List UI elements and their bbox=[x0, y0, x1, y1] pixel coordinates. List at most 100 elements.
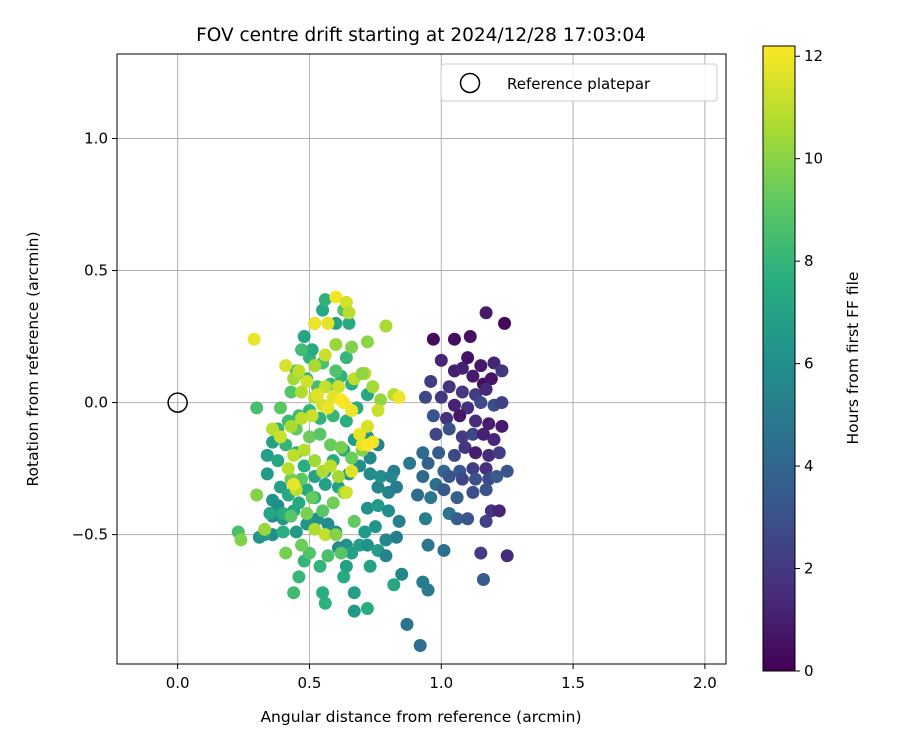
colorbar-ticks: 0 2 4 6 8 10 12 bbox=[795, 47, 823, 680]
data-point bbox=[476, 572, 490, 586]
data-point bbox=[379, 533, 393, 547]
data-point bbox=[442, 380, 456, 394]
x-tick-label: 1.5 bbox=[561, 674, 585, 692]
data-point bbox=[345, 340, 359, 354]
data-point bbox=[403, 456, 417, 470]
data-point bbox=[400, 617, 414, 631]
data-point bbox=[347, 604, 361, 618]
data-point bbox=[331, 380, 345, 394]
data-point bbox=[263, 506, 277, 520]
data-point bbox=[318, 348, 332, 362]
data-point bbox=[355, 367, 369, 381]
y-tick-label: 0.0 bbox=[84, 394, 108, 412]
data-point bbox=[339, 414, 353, 428]
data-point bbox=[360, 501, 374, 515]
data-point bbox=[273, 430, 287, 444]
data-point bbox=[469, 414, 483, 428]
data-point bbox=[281, 462, 295, 476]
data-point bbox=[413, 639, 427, 653]
data-point bbox=[279, 546, 293, 560]
x-tick-label: 1.0 bbox=[429, 674, 453, 692]
data-point bbox=[366, 380, 380, 394]
data-point bbox=[492, 504, 506, 518]
data-point bbox=[321, 316, 335, 330]
x-tick-label: 2.0 bbox=[693, 674, 717, 692]
data-point bbox=[389, 530, 403, 544]
data-point bbox=[234, 533, 248, 547]
data-point bbox=[326, 496, 340, 510]
data-point bbox=[479, 462, 493, 476]
data-point bbox=[482, 417, 496, 431]
data-point bbox=[484, 372, 498, 386]
data-point bbox=[316, 504, 330, 518]
y-tick-label: −0.5 bbox=[72, 526, 108, 544]
data-point bbox=[387, 578, 401, 592]
data-point bbox=[324, 459, 338, 473]
data-point bbox=[450, 491, 464, 505]
data-point bbox=[339, 295, 353, 309]
data-point bbox=[321, 401, 335, 415]
data-point bbox=[279, 359, 293, 373]
data-point bbox=[360, 335, 374, 349]
data-point bbox=[258, 522, 272, 536]
data-point bbox=[287, 448, 301, 462]
data-point bbox=[321, 549, 335, 563]
data-point bbox=[437, 483, 451, 497]
data-point bbox=[479, 306, 493, 320]
data-point bbox=[500, 549, 514, 563]
colorbar-tick-label: 4 bbox=[804, 457, 814, 475]
x-axis-ticks: 0.0 0.5 1.0 1.5 2.0 bbox=[166, 664, 717, 692]
data-point bbox=[250, 488, 264, 502]
data-point bbox=[389, 480, 403, 494]
data-point bbox=[318, 293, 332, 307]
data-point bbox=[308, 316, 322, 330]
data-point bbox=[487, 356, 501, 370]
data-point bbox=[421, 538, 435, 552]
data-point bbox=[476, 427, 490, 441]
data-point bbox=[455, 385, 469, 399]
data-point bbox=[342, 306, 356, 320]
reference-platepar-marker bbox=[167, 392, 188, 413]
data-point bbox=[368, 520, 382, 534]
data-point bbox=[434, 353, 448, 367]
y-tick-label: 1.0 bbox=[84, 130, 108, 148]
data-point bbox=[247, 332, 261, 346]
colorbar-tick-label: 2 bbox=[804, 560, 814, 578]
data-point bbox=[469, 472, 483, 486]
data-point bbox=[432, 446, 446, 460]
data-point bbox=[374, 470, 388, 484]
data-point bbox=[421, 456, 435, 470]
data-point bbox=[360, 438, 374, 452]
data-point bbox=[455, 430, 469, 444]
data-point bbox=[302, 430, 316, 444]
data-point bbox=[466, 485, 480, 499]
data-point bbox=[371, 499, 385, 513]
data-point bbox=[284, 419, 298, 433]
data-point bbox=[458, 440, 472, 454]
data-point bbox=[305, 343, 319, 357]
data-point bbox=[426, 409, 440, 423]
data-point bbox=[487, 433, 501, 447]
data-point bbox=[461, 512, 475, 526]
data-point bbox=[292, 570, 306, 584]
data-point bbox=[426, 332, 440, 346]
data-point bbox=[447, 448, 461, 462]
data-point bbox=[455, 472, 469, 486]
data-point bbox=[461, 351, 475, 365]
data-point bbox=[316, 303, 330, 317]
colorbar-label: Hours from first FF file bbox=[844, 272, 862, 445]
data-point bbox=[479, 382, 493, 396]
data-point bbox=[345, 451, 359, 465]
data-point bbox=[308, 522, 322, 536]
colorbar: 0 2 4 6 8 10 12 Hours from first FF file bbox=[762, 45, 862, 680]
data-point bbox=[302, 546, 316, 560]
data-point bbox=[453, 409, 467, 423]
data-point bbox=[384, 470, 398, 484]
data-point bbox=[463, 330, 477, 344]
data-point bbox=[392, 390, 406, 404]
data-point bbox=[347, 514, 361, 528]
data-point bbox=[492, 446, 506, 460]
x-axis-label: Angular distance from reference (arcmin) bbox=[260, 708, 581, 726]
data-point bbox=[440, 411, 454, 425]
data-point bbox=[260, 467, 274, 481]
